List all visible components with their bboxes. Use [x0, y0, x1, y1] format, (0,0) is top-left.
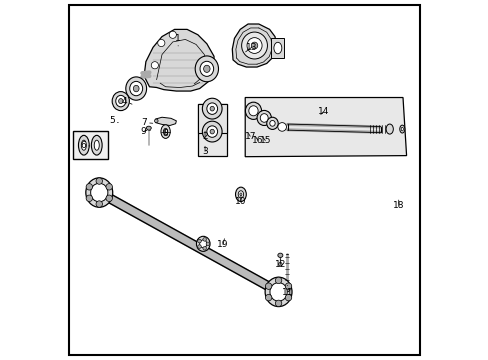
Circle shape [285, 294, 291, 301]
Circle shape [206, 242, 209, 246]
Circle shape [169, 31, 176, 39]
Ellipse shape [125, 77, 146, 100]
Text: 7: 7 [141, 118, 152, 127]
Ellipse shape [283, 287, 289, 292]
Circle shape [86, 195, 92, 202]
Ellipse shape [133, 85, 139, 92]
Ellipse shape [386, 124, 392, 134]
Polygon shape [232, 24, 276, 67]
Text: 4: 4 [122, 96, 132, 105]
Ellipse shape [119, 99, 122, 104]
Text: 8: 8 [163, 129, 168, 138]
Circle shape [275, 277, 281, 284]
Polygon shape [97, 189, 280, 296]
Ellipse shape [264, 277, 291, 307]
Text: 11: 11 [281, 285, 293, 297]
Ellipse shape [400, 127, 403, 131]
Bar [73, 131, 108, 159]
Ellipse shape [273, 42, 281, 54]
Circle shape [106, 184, 112, 190]
Ellipse shape [245, 102, 261, 120]
Ellipse shape [235, 187, 246, 202]
Ellipse shape [399, 125, 404, 133]
Ellipse shape [195, 56, 218, 82]
Text: 17: 17 [244, 132, 255, 141]
Ellipse shape [210, 106, 214, 111]
Text: 2: 2 [202, 131, 207, 141]
Ellipse shape [85, 178, 112, 207]
Ellipse shape [269, 283, 286, 301]
Circle shape [265, 294, 271, 301]
Ellipse shape [112, 91, 129, 111]
Circle shape [96, 178, 102, 184]
Text: 18: 18 [392, 200, 404, 210]
Text: 6: 6 [80, 141, 89, 150]
Text: 3: 3 [202, 146, 207, 156]
Text: 12: 12 [274, 258, 285, 269]
Circle shape [285, 283, 291, 289]
Circle shape [203, 247, 206, 250]
Ellipse shape [206, 103, 217, 114]
Ellipse shape [260, 114, 267, 122]
Ellipse shape [161, 125, 170, 138]
Circle shape [96, 201, 102, 207]
Circle shape [203, 238, 206, 241]
Ellipse shape [91, 135, 102, 155]
Ellipse shape [78, 135, 89, 155]
Bar [271, 39, 284, 58]
Ellipse shape [154, 119, 158, 123]
Ellipse shape [246, 38, 262, 53]
Polygon shape [144, 30, 214, 91]
Text: 9: 9 [140, 127, 147, 136]
Ellipse shape [266, 117, 278, 130]
Ellipse shape [200, 61, 213, 76]
Circle shape [197, 239, 201, 243]
Ellipse shape [202, 98, 222, 119]
Text: 14: 14 [317, 107, 328, 116]
Bar [198, 104, 227, 134]
Circle shape [197, 245, 201, 248]
Text: 15: 15 [259, 136, 270, 145]
Ellipse shape [199, 240, 206, 248]
Ellipse shape [251, 42, 257, 49]
Ellipse shape [203, 65, 210, 72]
Ellipse shape [241, 32, 267, 59]
Ellipse shape [239, 193, 242, 196]
Circle shape [158, 40, 164, 46]
Ellipse shape [269, 121, 275, 126]
Circle shape [106, 195, 112, 202]
Ellipse shape [277, 253, 282, 257]
Ellipse shape [210, 129, 214, 134]
Text: 19: 19 [217, 239, 228, 249]
Circle shape [86, 184, 92, 190]
Ellipse shape [81, 140, 86, 150]
Text: 5: 5 [109, 116, 118, 125]
Circle shape [151, 62, 158, 69]
Circle shape [275, 300, 281, 307]
Ellipse shape [116, 95, 125, 107]
Ellipse shape [278, 262, 282, 266]
Ellipse shape [238, 191, 243, 198]
Bar [198, 104, 227, 156]
Text: 16: 16 [252, 136, 264, 145]
Circle shape [277, 123, 286, 131]
Polygon shape [155, 117, 176, 126]
Ellipse shape [146, 126, 151, 130]
Ellipse shape [90, 183, 108, 202]
Ellipse shape [94, 140, 99, 150]
Circle shape [265, 283, 271, 289]
Ellipse shape [202, 121, 222, 142]
Ellipse shape [129, 81, 142, 96]
Text: 1: 1 [175, 34, 181, 46]
Text: 13: 13 [245, 43, 257, 52]
Text: 10: 10 [235, 196, 246, 206]
Ellipse shape [257, 111, 271, 126]
Polygon shape [244, 98, 406, 157]
Ellipse shape [163, 129, 167, 135]
Ellipse shape [206, 126, 217, 137]
Ellipse shape [196, 236, 210, 251]
Ellipse shape [248, 106, 258, 116]
